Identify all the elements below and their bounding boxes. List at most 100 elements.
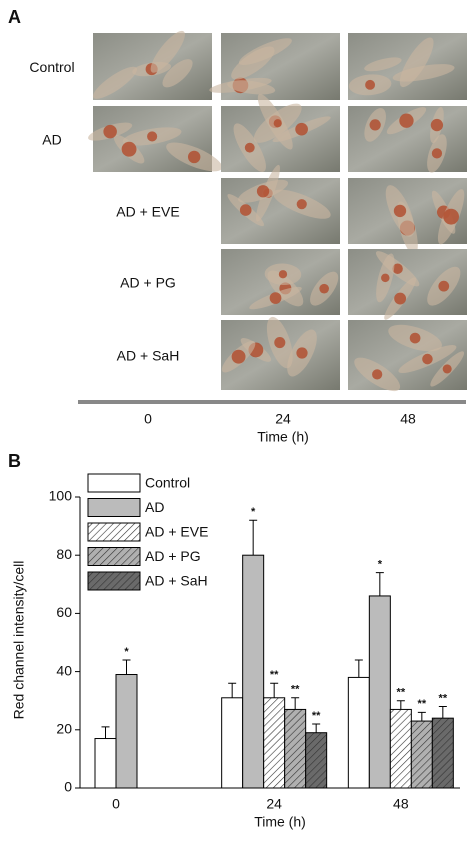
- nucleus: [394, 292, 407, 305]
- legend-label: AD + EVE: [145, 524, 208, 540]
- y-tick-label: 80: [56, 546, 72, 562]
- nucleus: [372, 369, 383, 380]
- y-tick-label: 20: [56, 721, 72, 737]
- nucleus: [422, 353, 433, 365]
- legend-label: AD: [145, 499, 164, 515]
- error-bar: [312, 723, 321, 733]
- significance-label: *: [378, 559, 383, 571]
- micrograph: [209, 33, 340, 100]
- y-tick-label: 60: [56, 604, 72, 620]
- bar: [410, 720, 433, 789]
- error-bar: [291, 697, 300, 710]
- nucleus: [438, 280, 450, 292]
- bar: [368, 595, 391, 789]
- significance-label: *: [124, 646, 129, 658]
- legend-swatch: [87, 473, 141, 493]
- error-bar: [270, 682, 279, 698]
- nucleus: [409, 332, 421, 344]
- micrograph: [92, 30, 212, 100]
- x-tick-label: 48: [393, 796, 409, 812]
- nucleus: [392, 263, 403, 274]
- panel-label: B: [8, 451, 21, 471]
- nucleus: [269, 292, 282, 304]
- error-bar: [375, 572, 384, 596]
- error-bar: [396, 700, 405, 710]
- nucleus: [244, 142, 255, 153]
- micrograph: [221, 93, 340, 172]
- legend-swatch: [87, 547, 141, 566]
- time-label: 48: [400, 411, 416, 427]
- nucleus: [239, 204, 252, 216]
- legend-label: AD + SaH: [145, 573, 208, 589]
- significance-label: **: [270, 669, 279, 681]
- micrograph: [348, 249, 467, 320]
- bar: [284, 708, 307, 789]
- y-tick-label: 0: [64, 779, 72, 795]
- nucleus: [274, 337, 286, 349]
- nucleus: [295, 122, 308, 136]
- legend-swatch: [87, 571, 141, 591]
- cell: [162, 59, 193, 88]
- significance-label: **: [291, 684, 300, 696]
- error-bar: [438, 706, 447, 719]
- axis-label: Time (h): [257, 429, 309, 445]
- legend-swatch: [87, 522, 141, 542]
- panel-label: A: [8, 7, 21, 27]
- nucleus: [393, 204, 407, 218]
- time-label: 24: [275, 411, 291, 427]
- micrograph: [348, 33, 467, 100]
- nucleus: [103, 124, 117, 139]
- cell: [227, 80, 276, 95]
- nucleus: [365, 79, 376, 90]
- significance-label: **: [312, 710, 321, 722]
- micrograph: [221, 164, 340, 244]
- nucleus: [369, 119, 381, 131]
- y-tick-label: 100: [49, 488, 73, 504]
- nucleus: [442, 364, 452, 374]
- nucleus: [431, 148, 443, 159]
- row-label: AD + SaH: [117, 348, 180, 364]
- significance-label: **: [397, 687, 406, 699]
- legend-swatch: [87, 498, 141, 517]
- cell: [150, 30, 185, 73]
- nucleus: [443, 208, 459, 225]
- error-bar: [354, 659, 363, 678]
- bar: [94, 738, 117, 789]
- bar: [263, 697, 286, 789]
- bar: [115, 674, 138, 789]
- row-label: Control: [29, 59, 74, 75]
- bar: [242, 554, 265, 789]
- x-axis-label: Time (h): [254, 814, 306, 830]
- micrograph: [348, 320, 467, 392]
- error-bar: [122, 659, 131, 675]
- nucleus: [296, 347, 308, 359]
- y-axis-label: Red channel intensity/cell: [11, 561, 27, 720]
- time-label: 0: [144, 411, 152, 427]
- nucleus: [399, 113, 414, 128]
- micrograph: [88, 106, 223, 172]
- nucleus: [187, 150, 201, 164]
- row-label: AD: [42, 132, 61, 148]
- micrograph: [348, 106, 467, 173]
- row-label: AD + PG: [120, 275, 176, 291]
- cell: [392, 64, 455, 82]
- cell: [92, 66, 138, 99]
- error-bar: [228, 682, 237, 698]
- bar: [431, 717, 454, 789]
- micrograph-grid: [88, 30, 467, 392]
- nucleus: [273, 119, 282, 128]
- nucleus: [381, 273, 390, 283]
- error-bar: [249, 519, 258, 556]
- nucleus: [147, 131, 158, 142]
- legend-label: AD + PG: [145, 548, 201, 564]
- nucleus: [278, 270, 288, 279]
- cell: [364, 57, 402, 72]
- y-tick-label: 40: [56, 662, 72, 678]
- significance-label: **: [439, 692, 448, 704]
- bar: [347, 676, 370, 789]
- bar: [221, 697, 244, 789]
- nucleus: [296, 199, 307, 210]
- nucleus: [121, 141, 137, 157]
